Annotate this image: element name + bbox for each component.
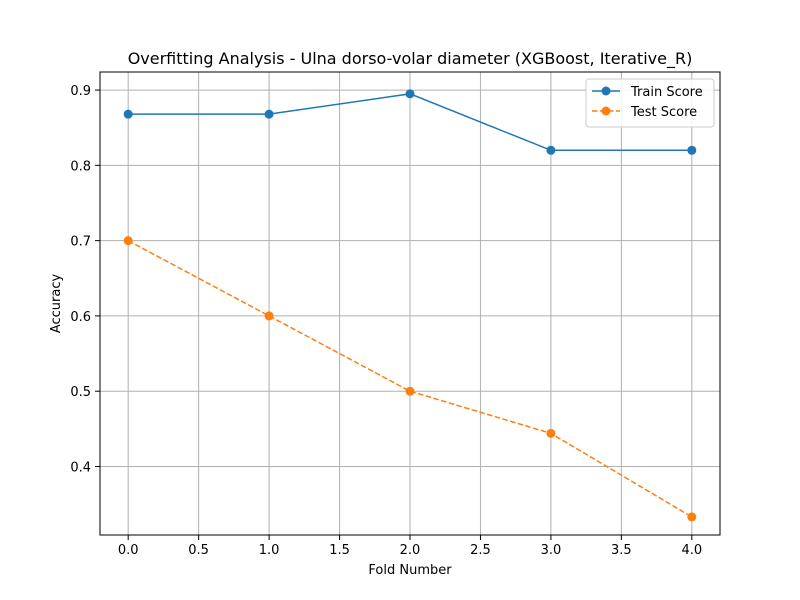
y-tick-label: 0.5 bbox=[70, 385, 91, 400]
legend-label-0: Train Score bbox=[630, 85, 703, 100]
legend-label-1: Test Score bbox=[630, 105, 697, 120]
x-tick-label: 0.5 bbox=[188, 543, 209, 558]
legend-marker-1 bbox=[601, 106, 611, 116]
series-1-point bbox=[405, 386, 415, 396]
series-0-point bbox=[546, 145, 556, 155]
legend-marker-0 bbox=[601, 86, 611, 96]
x-tick-label: 4.0 bbox=[681, 543, 702, 558]
x-tick-label: 2.5 bbox=[470, 543, 491, 558]
series-0-point bbox=[687, 145, 697, 155]
y-tick-label: 0.8 bbox=[70, 159, 91, 174]
series-1-point bbox=[264, 311, 274, 321]
series-0-point bbox=[123, 109, 133, 119]
x-tick-label: 0.0 bbox=[118, 543, 139, 558]
chart-title: Overfitting Analysis - Ulna dorso-volar … bbox=[128, 49, 693, 69]
series-1-point bbox=[687, 512, 697, 522]
series-line-1 bbox=[127, 239, 693, 518]
series-0-point bbox=[264, 109, 274, 119]
y-tick-label: 0.7 bbox=[70, 235, 91, 250]
x-tick-label: 1.0 bbox=[259, 543, 280, 558]
series-1-point bbox=[123, 236, 133, 246]
x-tick-label: 1.5 bbox=[329, 543, 350, 558]
legend: Train Score Test Score bbox=[585, 78, 715, 128]
tick-layer: 0.0 0.5 1.0 1.5 2.0 2.5 3.0 3.5 4.0 0.4 0.5 0.6 0.7 0… bbox=[70, 84, 702, 558]
x-tick-label: 3.0 bbox=[541, 543, 562, 558]
y-tick-label: 0.9 bbox=[70, 84, 91, 99]
y-axis-label: Accuracy bbox=[49, 274, 64, 334]
x-axis-label: Fold Number bbox=[368, 563, 452, 578]
series-0-point bbox=[405, 89, 415, 99]
y-tick-label: 0.4 bbox=[70, 460, 91, 475]
x-tick-label: 3.5 bbox=[611, 543, 632, 558]
y-tick-label: 0.6 bbox=[70, 310, 91, 325]
series-1-point bbox=[546, 428, 556, 438]
x-tick-label: 2.0 bbox=[400, 543, 421, 558]
series-layer bbox=[123, 89, 697, 522]
